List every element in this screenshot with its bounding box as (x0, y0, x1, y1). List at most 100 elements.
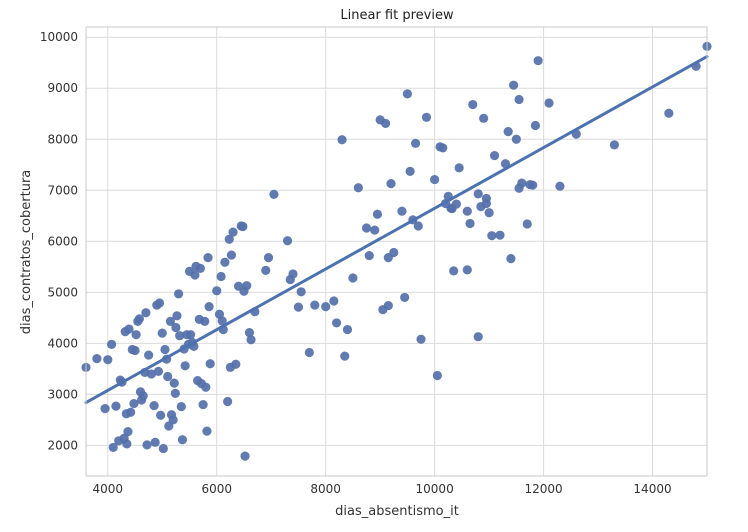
data-point (170, 388, 180, 398)
data-point (176, 402, 186, 412)
data-point (269, 189, 279, 199)
data-point (231, 359, 241, 369)
data-point (506, 254, 516, 264)
data-point (156, 410, 166, 420)
data-point (282, 236, 293, 246)
data-point (509, 80, 519, 90)
data-point (473, 332, 483, 342)
data-point (310, 300, 320, 310)
x-tick-label: 6000 (201, 482, 232, 496)
data-point (198, 399, 208, 410)
data-point (337, 135, 347, 145)
chart-title: Linear fit preview (340, 8, 454, 23)
data-point (416, 334, 426, 344)
data-point (364, 250, 374, 261)
data-point (212, 286, 222, 296)
data-point (402, 89, 412, 99)
data-point (174, 289, 184, 299)
data-point (185, 330, 196, 340)
y-axis-ticks: 2000 3000 4000 5000 6000 7000 8000 9000 10000 (40, 30, 78, 452)
data-point (533, 56, 543, 66)
data-point (296, 287, 306, 297)
x-tick-label: 8000 (310, 482, 341, 496)
data-point (146, 369, 156, 379)
data-point (216, 271, 226, 282)
data-point (238, 221, 248, 232)
data-point (430, 174, 440, 185)
y-tick-label: 8000 (47, 132, 78, 146)
plot-frame (85, 26, 708, 477)
data-point (126, 407, 136, 417)
data-point (122, 439, 132, 449)
data-point (410, 138, 421, 148)
data-point (405, 166, 415, 176)
data-point (175, 331, 185, 341)
data-point (263, 253, 274, 263)
x-axis-label: dias_absentismo_it (335, 504, 459, 519)
data-point (514, 94, 524, 105)
y-axis-label: dias_contratos_cobertura (19, 170, 34, 335)
y-tick-label: 9000 (47, 81, 78, 95)
data-point (224, 234, 234, 244)
regression-line (84, 55, 709, 405)
data-point (609, 140, 619, 150)
data-point (171, 322, 181, 333)
data-point (180, 361, 190, 371)
data-point (293, 302, 304, 312)
data-point (108, 442, 118, 453)
data-point (103, 355, 113, 365)
data-point (172, 311, 182, 321)
data-point (123, 427, 133, 437)
y-tick-label: 6000 (47, 234, 78, 248)
data-point (150, 437, 160, 447)
data-point (487, 231, 497, 241)
data-point (141, 308, 151, 318)
data-point (370, 225, 380, 235)
data-point (304, 347, 314, 358)
data-point (129, 398, 139, 409)
x-tick-label: 10000 (416, 482, 454, 496)
data-point (462, 265, 472, 275)
data-point (451, 199, 462, 209)
data-point (454, 163, 464, 173)
data-point (503, 126, 513, 137)
data-point (522, 219, 532, 229)
x-tick-label: 14000 (633, 482, 671, 496)
data-point (465, 218, 475, 229)
data-point (664, 108, 674, 118)
data-point (484, 208, 494, 218)
data-point (438, 143, 448, 153)
data-point (223, 396, 233, 407)
data-point (329, 296, 339, 306)
data-point (149, 400, 159, 411)
data-point (163, 371, 173, 382)
data-point (138, 391, 148, 401)
y-tick-label: 2000 (47, 438, 78, 452)
data-point (544, 98, 554, 108)
data-point (204, 302, 214, 312)
data-point (383, 300, 393, 311)
data-point (200, 316, 210, 327)
data-point (511, 134, 521, 144)
data-point (462, 206, 472, 216)
data-point (530, 120, 541, 131)
data-point (421, 112, 432, 122)
data-point (177, 435, 188, 445)
data-point (100, 404, 110, 414)
data-point (226, 250, 237, 260)
data-point (342, 324, 353, 335)
data-point (165, 316, 176, 327)
data-point (190, 270, 200, 280)
data-point (111, 401, 121, 411)
data-point (348, 273, 358, 283)
x-tick-label: 4000 (93, 482, 124, 496)
data-point (169, 378, 179, 388)
data-point (202, 426, 212, 436)
data-point (131, 330, 141, 340)
x-axis-ticks: 4000 6000 8000 10000 12000 14000 (93, 482, 672, 496)
data-point (240, 451, 250, 461)
data-point (244, 328, 255, 338)
data-point (205, 359, 215, 369)
data-point (142, 440, 152, 450)
data-point (92, 354, 102, 364)
